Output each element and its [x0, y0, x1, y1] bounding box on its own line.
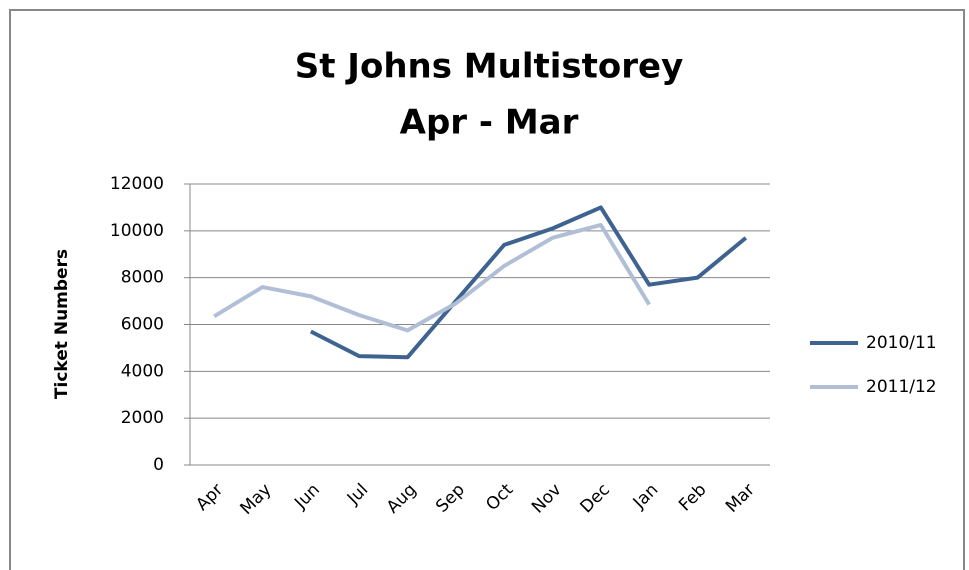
chart-subtitle: Apr - Mar — [400, 103, 579, 143]
y-axis-label: Ticket Numbers — [52, 249, 72, 399]
series-line — [309, 205, 748, 360]
series-line — [213, 222, 651, 333]
y-tick-label: 10000 — [110, 221, 164, 241]
chart-frame — [9, 9, 965, 570]
legend-label: 2011/12 — [866, 377, 937, 397]
y-tick-label: 0 — [153, 455, 164, 475]
y-tick-label: 4000 — [121, 361, 164, 381]
y-tick-label: 12000 — [110, 174, 164, 194]
y-tick-label: 6000 — [121, 315, 164, 335]
chart-title: St Johns Multistorey — [295, 47, 684, 87]
legend-label: 2010/11 — [866, 333, 937, 353]
y-tick-label: 8000 — [121, 268, 164, 288]
y-tick-label: 2000 — [121, 408, 164, 428]
